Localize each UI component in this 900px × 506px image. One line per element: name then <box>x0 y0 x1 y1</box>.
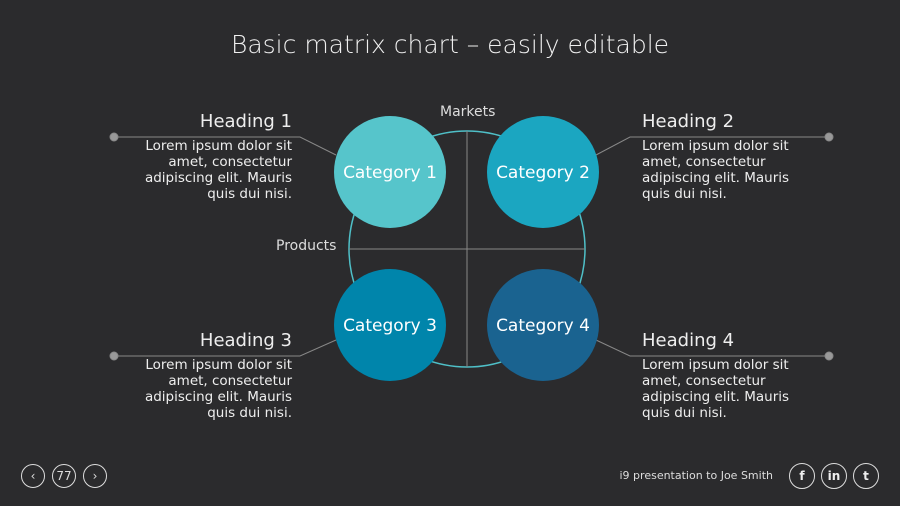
category-3: Category 3 <box>334 269 446 381</box>
category-label: Category 1 <box>343 163 437 183</box>
connector-dot-1 <box>109 132 119 142</box>
callout-text: Lorem ipsum dolor sit amet, consectetur … <box>642 138 790 202</box>
category-label: Category 4 <box>496 316 590 336</box>
callout-4: Heading 4 Lorem ipsum dolor sit amet, co… <box>642 330 842 421</box>
presentation-label: i9 presentation to Joe Smith <box>619 469 774 482</box>
category-1: Category 1 <box>334 116 446 228</box>
connector-4 <box>595 339 829 357</box>
category-label: Category 3 <box>343 316 437 336</box>
callout-text: Lorem ipsum dolor sit amet, consectetur … <box>642 357 790 421</box>
chevron-left-icon[interactable]: ‹ <box>21 464 45 488</box>
facebook-icon[interactable]: f <box>789 463 815 489</box>
category-4: Category 4 <box>487 269 599 381</box>
category-circle <box>334 116 446 228</box>
category-circle <box>487 116 599 228</box>
callout-text: Lorem ipsum dolor sit amet, consectetur … <box>144 138 292 202</box>
connectors <box>109 132 834 361</box>
category-circle <box>334 269 446 381</box>
social-links: f in t <box>789 463 879 489</box>
connector-1 <box>114 136 337 156</box>
callout-3: Heading 3 Lorem ipsum dolor sit amet, co… <box>92 330 292 421</box>
connector-2 <box>595 136 829 156</box>
category-2: Category 2 <box>487 116 599 228</box>
products-label: Products <box>276 238 337 254</box>
callout-heading: Heading 2 <box>642 111 735 132</box>
callout-2: Heading 2 Lorem ipsum dolor sit amet, co… <box>642 111 842 202</box>
connector-dot-2 <box>824 132 834 142</box>
callout-heading: Heading 4 <box>642 330 735 351</box>
slide-navigation: ‹ 77 › <box>21 464 107 488</box>
chevron-right-icon[interactable]: › <box>83 464 107 488</box>
callout-text: Lorem ipsum dolor sit amet, consectetur … <box>144 357 292 421</box>
callout-1: Heading 1 Lorem ipsum dolor sit amet, co… <box>92 111 292 202</box>
linkedin-icon[interactable]: in <box>821 463 847 489</box>
category-circle <box>487 269 599 381</box>
slide-title: Basic matrix chart – easily editable <box>230 30 670 59</box>
connector-dot-4 <box>824 351 834 361</box>
markets-label: Markets <box>440 104 496 120</box>
callout-heading: Heading 1 <box>199 111 292 132</box>
page-number[interactable]: 77 <box>52 464 76 488</box>
callout-heading: Heading 3 <box>199 330 292 351</box>
category-label: Category 2 <box>496 163 590 183</box>
twitter-icon[interactable]: t <box>853 463 879 489</box>
connector-3 <box>114 339 337 357</box>
connector-dot-3 <box>109 351 119 361</box>
